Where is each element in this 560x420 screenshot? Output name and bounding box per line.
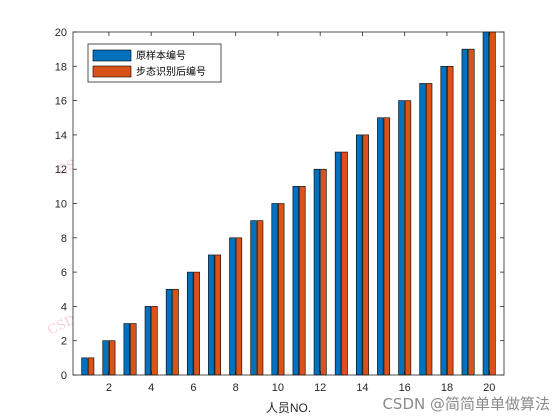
legend-swatch-1 [92,49,132,62]
bar-series-2-19 [468,48,475,376]
watermark-corner-text: CSDN @简简单单做算法 [382,395,550,413]
x-tick-label: 10 [272,382,284,394]
y-tick-label: 14 [55,130,67,142]
bar-series-1-10 [271,203,278,376]
bar-series-1-1 [81,357,88,376]
x-tick-label: 20 [483,382,495,394]
x-tick-label: 8 [233,382,239,394]
bar-series-1-8 [229,237,236,376]
bar-series-2-17 [425,83,433,376]
bar-series-2-20 [489,31,496,376]
bar-series-1-3 [123,323,130,376]
legend-label-1: 原样本编号 [136,49,186,62]
y-tick-label: 18 [55,61,67,73]
bar-series-1-19 [461,48,468,376]
x-tick-label: 18 [441,382,453,394]
bar-series-2-2 [109,340,116,376]
legend-swatch-2 [92,65,132,78]
bar-series-2-4 [151,306,158,376]
x-tick-group: 2 4 6 8 10 12 14 16 18 20 [106,32,495,394]
bar-group [81,31,496,376]
bar-series-2-7 [214,254,222,376]
bar-series-1-15 [377,117,384,376]
bar-series-2-8 [235,237,243,376]
y-tick-label: 2 [61,336,67,348]
y-tick-label: 12 [55,164,67,176]
y-tick-label: 6 [61,267,67,279]
y-tick-label: 0 [61,370,67,382]
bar-series-1-12 [313,168,321,376]
bar-series-1-4 [144,306,152,376]
plot-area [73,32,504,375]
y-tick-label: 4 [61,301,67,313]
bar-series-2-11 [299,186,306,376]
bar-series-2-10 [278,203,285,376]
bar-series-2-3 [130,323,137,376]
bar-series-1-14 [355,134,363,376]
x-tick-label: 16 [399,382,411,394]
y-tick-label: 16 [55,96,67,108]
bar-series-1-11 [292,186,299,376]
bar-series-2-12 [320,168,327,376]
bar-series-2-13 [341,151,348,376]
bar-series-2-6 [193,271,200,376]
bar-series-1-17 [419,83,426,376]
x-tick-label: 6 [190,382,196,394]
bar-series-1-9 [250,220,257,376]
legend-label-2: 步态识别后编号 [136,65,206,78]
x-tick-label: 12 [314,382,326,394]
y-tick-label: 20 [55,27,67,39]
bar-series-2-16 [404,100,412,376]
bar-series-1-2 [102,340,109,376]
bar-series-2-14 [362,134,369,376]
bar-series-1-5 [165,288,173,376]
bar-series-2-15 [383,117,391,376]
x-tick-label: 2 [106,382,112,394]
y-tick-group: 0 2 4 6 8 10 12 14 16 18 20 [55,27,504,382]
y-tick-label: 8 [61,233,67,245]
bar-series-1-20 [482,31,490,376]
x-axis-label: 人员NO. [266,401,311,415]
x-tick-label: 14 [356,382,368,394]
bar-series-1-6 [186,271,194,376]
bar-series-2-9 [256,220,264,376]
x-tick-label: 4 [148,382,154,394]
y-tick-label: 10 [55,199,67,211]
bar-series-2-1 [87,357,95,376]
bar-series-2-5 [172,288,179,376]
bar-series-1-16 [398,100,405,376]
bar-series-2-18 [447,66,454,376]
bar-series-1-18 [440,66,447,376]
bar-series-1-7 [208,254,215,376]
bar-series-1-13 [334,151,342,376]
